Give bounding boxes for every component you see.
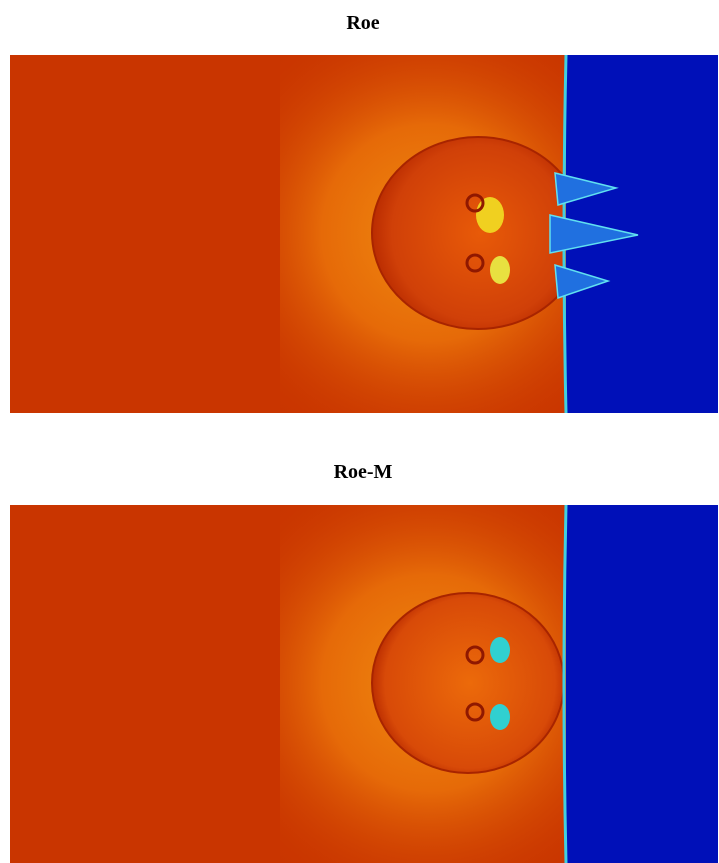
panel-title: Roe — [0, 12, 719, 35]
simulation-image — [10, 55, 718, 413]
figure: Roe Roe-M — [0, 0, 719, 863]
simulation-image — [10, 505, 718, 863]
panel-title: Roe-M — [0, 461, 719, 484]
